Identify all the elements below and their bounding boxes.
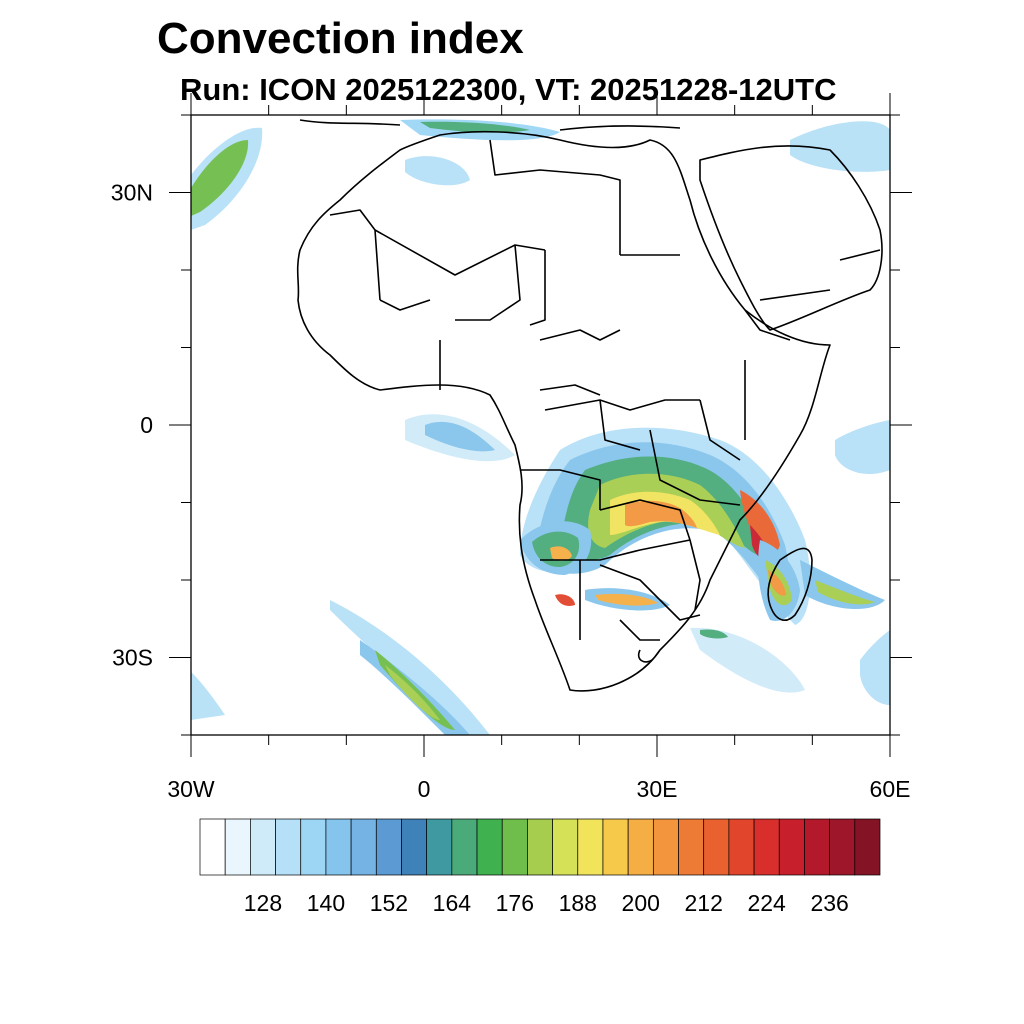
colorbar-swatch xyxy=(451,818,478,876)
lon-tick-label: 0 xyxy=(418,776,431,802)
map-title: Convection index xyxy=(157,14,524,63)
lon-tick-label: 60E xyxy=(870,776,911,802)
colorbar-swatch xyxy=(224,818,251,876)
colorbar-swatch xyxy=(375,818,402,876)
colorbar-swatch xyxy=(753,818,780,876)
colorbar-swatch xyxy=(854,818,881,876)
colorbar-label: 140 xyxy=(307,890,345,916)
colorbar-swatch xyxy=(199,818,226,876)
colorbar-swatch xyxy=(577,818,604,876)
colorbar: 128 140 152 164 176 188 200 212 224 236 xyxy=(199,818,881,916)
colorbar-label: 164 xyxy=(433,890,472,916)
colorbar-swatch xyxy=(728,818,755,876)
colorbar-label: 224 xyxy=(747,890,786,916)
colorbar-label: 236 xyxy=(810,890,848,916)
lat-tick-label: 30N xyxy=(111,180,153,206)
colorbar-swatch xyxy=(250,818,276,876)
convection-field xyxy=(191,119,890,735)
colorbar-label: 188 xyxy=(559,890,597,916)
coastlines-and-borders xyxy=(296,119,883,692)
colorbar-swatch xyxy=(652,818,679,876)
lat-tick-label: 30S xyxy=(112,645,153,671)
colorbar-label: 128 xyxy=(244,890,282,916)
colorbar-swatch xyxy=(527,818,553,876)
colorbar-swatch xyxy=(602,818,629,876)
colorbar-swatch xyxy=(501,818,528,876)
colorbar-swatch xyxy=(627,818,654,876)
colorbar-label: 152 xyxy=(370,890,408,916)
map-plot-area xyxy=(191,115,890,735)
lon-tick-label: 30W xyxy=(167,776,215,802)
colorbar-swatch xyxy=(703,818,730,876)
lon-tick-label: 30E xyxy=(637,776,678,802)
colorbar-swatch xyxy=(678,818,705,876)
colorbar-swatch xyxy=(552,818,579,876)
colorbar-swatch xyxy=(778,818,805,876)
colorbar-swatch xyxy=(829,818,856,876)
map-subtitle: Run: ICON 2025122300, VT: 20251228-12UTC xyxy=(180,72,837,107)
colorbar-swatch xyxy=(804,818,830,876)
colorbar-swatch xyxy=(325,818,352,876)
lat-tick-label: 0 xyxy=(140,412,153,438)
axis-labels: 30W 0 30E 60E 30N 0 30S xyxy=(111,180,911,803)
colorbar-swatch xyxy=(300,818,327,876)
colorbar-swatch xyxy=(476,818,503,876)
colorbar-swatch xyxy=(275,818,302,876)
axis-ticks xyxy=(169,93,912,757)
colorbar-swatch xyxy=(426,818,453,876)
colorbar-label: 176 xyxy=(496,890,534,916)
colorbar-swatch xyxy=(350,818,377,876)
colorbar-label: 200 xyxy=(622,890,660,916)
colorbar-label: 212 xyxy=(685,890,723,916)
colorbar-swatch xyxy=(401,818,428,876)
